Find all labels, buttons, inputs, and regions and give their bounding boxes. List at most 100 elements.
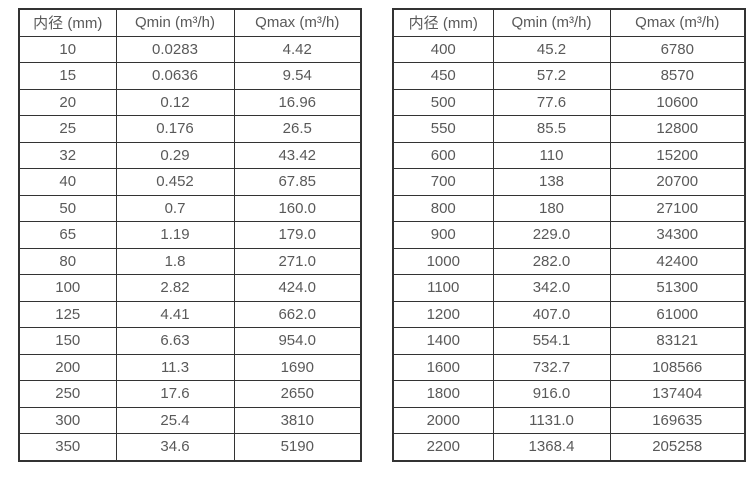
cell: 160.0 [233,194,362,222]
table-header-row: 内径 (mm) Qmin (m³/h) Qmax (m³/h) [392,8,746,37]
table-row: 1100 342.0 51300 [392,274,746,302]
cell: 51300 [609,274,746,302]
cell: 67.85 [233,168,362,196]
cell: 80 [18,247,117,275]
table-row: 1800 916.0 137404 [392,380,746,408]
cell: 0.12 [115,88,235,116]
cell: 12800 [609,115,746,143]
cell: 77.6 [492,88,611,116]
header-qmin: Qmin (m³/h) [492,8,611,37]
cell: 554.1 [492,327,611,355]
cell: 1100 [392,274,494,302]
table-row: 350 34.6 5190 [18,433,362,461]
cell: 662.0 [233,300,362,328]
cell: 10 [18,35,117,63]
header-qmin: Qmin (m³/h) [115,8,235,37]
header-qmax: Qmax (m³/h) [609,8,746,37]
cell: 424.0 [233,274,362,302]
cell: 1400 [392,327,494,355]
table-row: 600 110 15200 [392,141,746,169]
table-row: 900 229.0 34300 [392,221,746,249]
table-row: 550 85.5 12800 [392,115,746,143]
cell: 0.0636 [115,62,235,90]
cell: 282.0 [492,247,611,275]
cell: 1.8 [115,247,235,275]
table-row: 800 180 27100 [392,194,746,222]
table-body: 400 45.2 6780 450 57.2 8570 500 77.6 10600 550 85.… [392,35,746,461]
cell: 125 [18,300,117,328]
header-qmax: Qmax (m³/h) [233,8,362,37]
cell: 100 [18,274,117,302]
cell: 169635 [609,406,746,434]
cell: 150 [18,327,117,355]
table-row: 32 0.29 43.42 [18,141,362,169]
table-header-row: 内径 (mm) Qmin (m³/h) Qmax (m³/h) [392,8,746,37]
cell: 1131.0 [492,406,611,434]
cell: 4.42 [233,35,362,63]
cell: 954.0 [233,327,362,355]
cell: 800 [392,194,494,222]
cell: 15 [18,62,117,90]
table-row: 50 0.7 160.0 [18,194,362,222]
table-row: 400 45.2 6780 [392,35,746,63]
flow-table-large-diameters: 内径 (mm) Qmin (m³/h) Qmax (m³/h) 400 45.2 678… [392,8,746,462]
cell: 1200 [392,300,494,328]
table-row: 700 138 20700 [392,168,746,196]
flow-table-small-diameters: 内径 (mm) Qmin (m³/h) Qmax (m³/h) 10 0.0283 4.… [18,8,362,462]
cell: 732.7 [492,353,611,381]
cell: 110 [492,141,611,169]
table-row: 1400 554.1 83121 [392,327,746,355]
cell: 16.96 [233,88,362,116]
header-diameter: 内径 (mm) [392,8,494,37]
cell: 500 [392,88,494,116]
cell: 3810 [233,406,362,434]
cell: 65 [18,221,117,249]
cell: 15200 [609,141,746,169]
cell: 32 [18,141,117,169]
cell: 11.3 [115,353,235,381]
cell: 271.0 [233,247,362,275]
cell: 43.42 [233,141,362,169]
cell: 0.452 [115,168,235,196]
cell: 45.2 [492,35,611,63]
cell: 61000 [609,300,746,328]
table-row: 15 0.0636 9.54 [18,62,362,90]
cell: 6.63 [115,327,235,355]
cell: 138 [492,168,611,196]
cell: 0.7 [115,194,235,222]
cell: 350 [18,433,117,461]
table-row: 200 11.3 1690 [18,353,362,381]
table-row: 40 0.452 67.85 [18,168,362,196]
cell: 5190 [233,433,362,461]
cell: 0.0283 [115,35,235,63]
cell: 1.19 [115,221,235,249]
cell: 1690 [233,353,362,381]
cell: 20 [18,88,117,116]
table-row: 1200 407.0 61000 [392,300,746,328]
cell: 2.82 [115,274,235,302]
table-header-row: 内径 (mm) Qmin (m³/h) Qmax (m³/h) [18,8,362,37]
cell: 1600 [392,353,494,381]
table-row: 10 0.0283 4.42 [18,35,362,63]
table-row: 500 77.6 10600 [392,88,746,116]
table-row: 1600 732.7 108566 [392,353,746,381]
cell: 342.0 [492,274,611,302]
table-row: 450 57.2 8570 [392,62,746,90]
cell: 34300 [609,221,746,249]
cell: 25 [18,115,117,143]
cell: 4.41 [115,300,235,328]
cell: 50 [18,194,117,222]
cell: 205258 [609,433,746,461]
cell: 26.5 [233,115,362,143]
cell: 42400 [609,247,746,275]
header-diameter: 内径 (mm) [18,8,117,37]
cell: 20700 [609,168,746,196]
table-header-row: 内径 (mm) Qmin (m³/h) Qmax (m³/h) [18,8,362,37]
cell: 2200 [392,433,494,461]
cell: 1368.4 [492,433,611,461]
cell: 250 [18,380,117,408]
cell: 57.2 [492,62,611,90]
cell: 179.0 [233,221,362,249]
cell: 8570 [609,62,746,90]
